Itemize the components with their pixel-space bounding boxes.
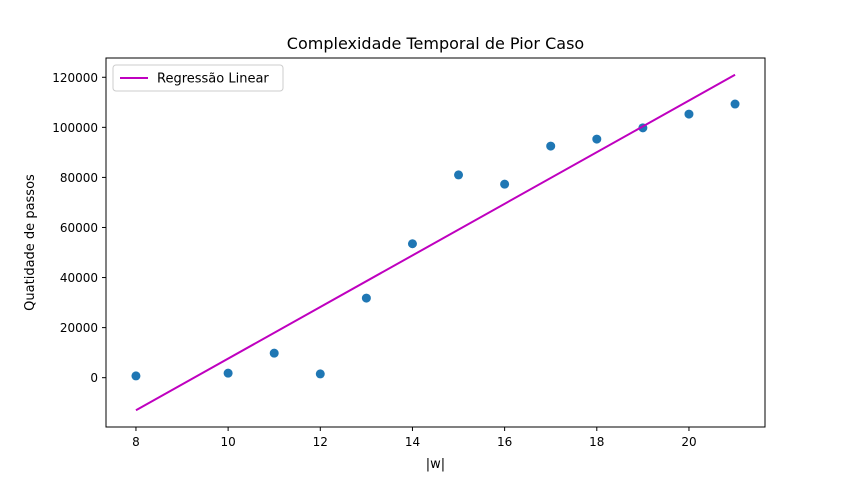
chart-title: Complexidade Temporal de Pior Caso [287, 34, 584, 53]
data-point [730, 99, 740, 109]
y-tick-label: 100000 [52, 121, 98, 135]
x-tick-label: 12 [313, 435, 328, 449]
legend-box [112, 64, 284, 92]
data-point [684, 109, 694, 119]
legend: Regressão Linear [112, 64, 284, 92]
data-point [546, 141, 556, 151]
data-point [500, 179, 510, 189]
data-point [592, 134, 602, 144]
y-axis-ticks: 0 20000 40000 60000 80000 100000 120000 [52, 71, 106, 385]
data-point [315, 369, 325, 379]
x-tick-label: 10 [220, 435, 235, 449]
x-axis-label: |w| [426, 457, 445, 472]
data-point [361, 293, 371, 303]
x-tick-label: 8 [132, 435, 140, 449]
x-tick-label: 20 [681, 435, 696, 449]
x-tick-label: 14 [405, 435, 420, 449]
y-tick-label: 40000 [60, 271, 98, 285]
y-tick-label: 60000 [60, 221, 98, 235]
data-point [407, 239, 417, 249]
y-axis-label: Quatidade de passos [23, 174, 38, 311]
y-tick-label: 120000 [52, 71, 98, 85]
plot-frame [105, 57, 766, 428]
data-point [223, 368, 233, 378]
y-tick-label: 0 [90, 371, 98, 385]
x-axis-ticks: 8 10 12 14 16 18 20 [132, 427, 697, 449]
data-point [269, 348, 279, 358]
series-layer [131, 73, 740, 412]
data-point [454, 170, 464, 180]
y-tick-label: 20000 [60, 321, 98, 335]
regression-line [135, 73, 736, 412]
data-point [131, 371, 141, 381]
legend-entry-regression: Regressão Linear [157, 72, 269, 87]
x-tick-label: 16 [497, 435, 512, 449]
x-tick-label: 18 [589, 435, 604, 449]
y-tick-label: 80000 [60, 171, 98, 185]
